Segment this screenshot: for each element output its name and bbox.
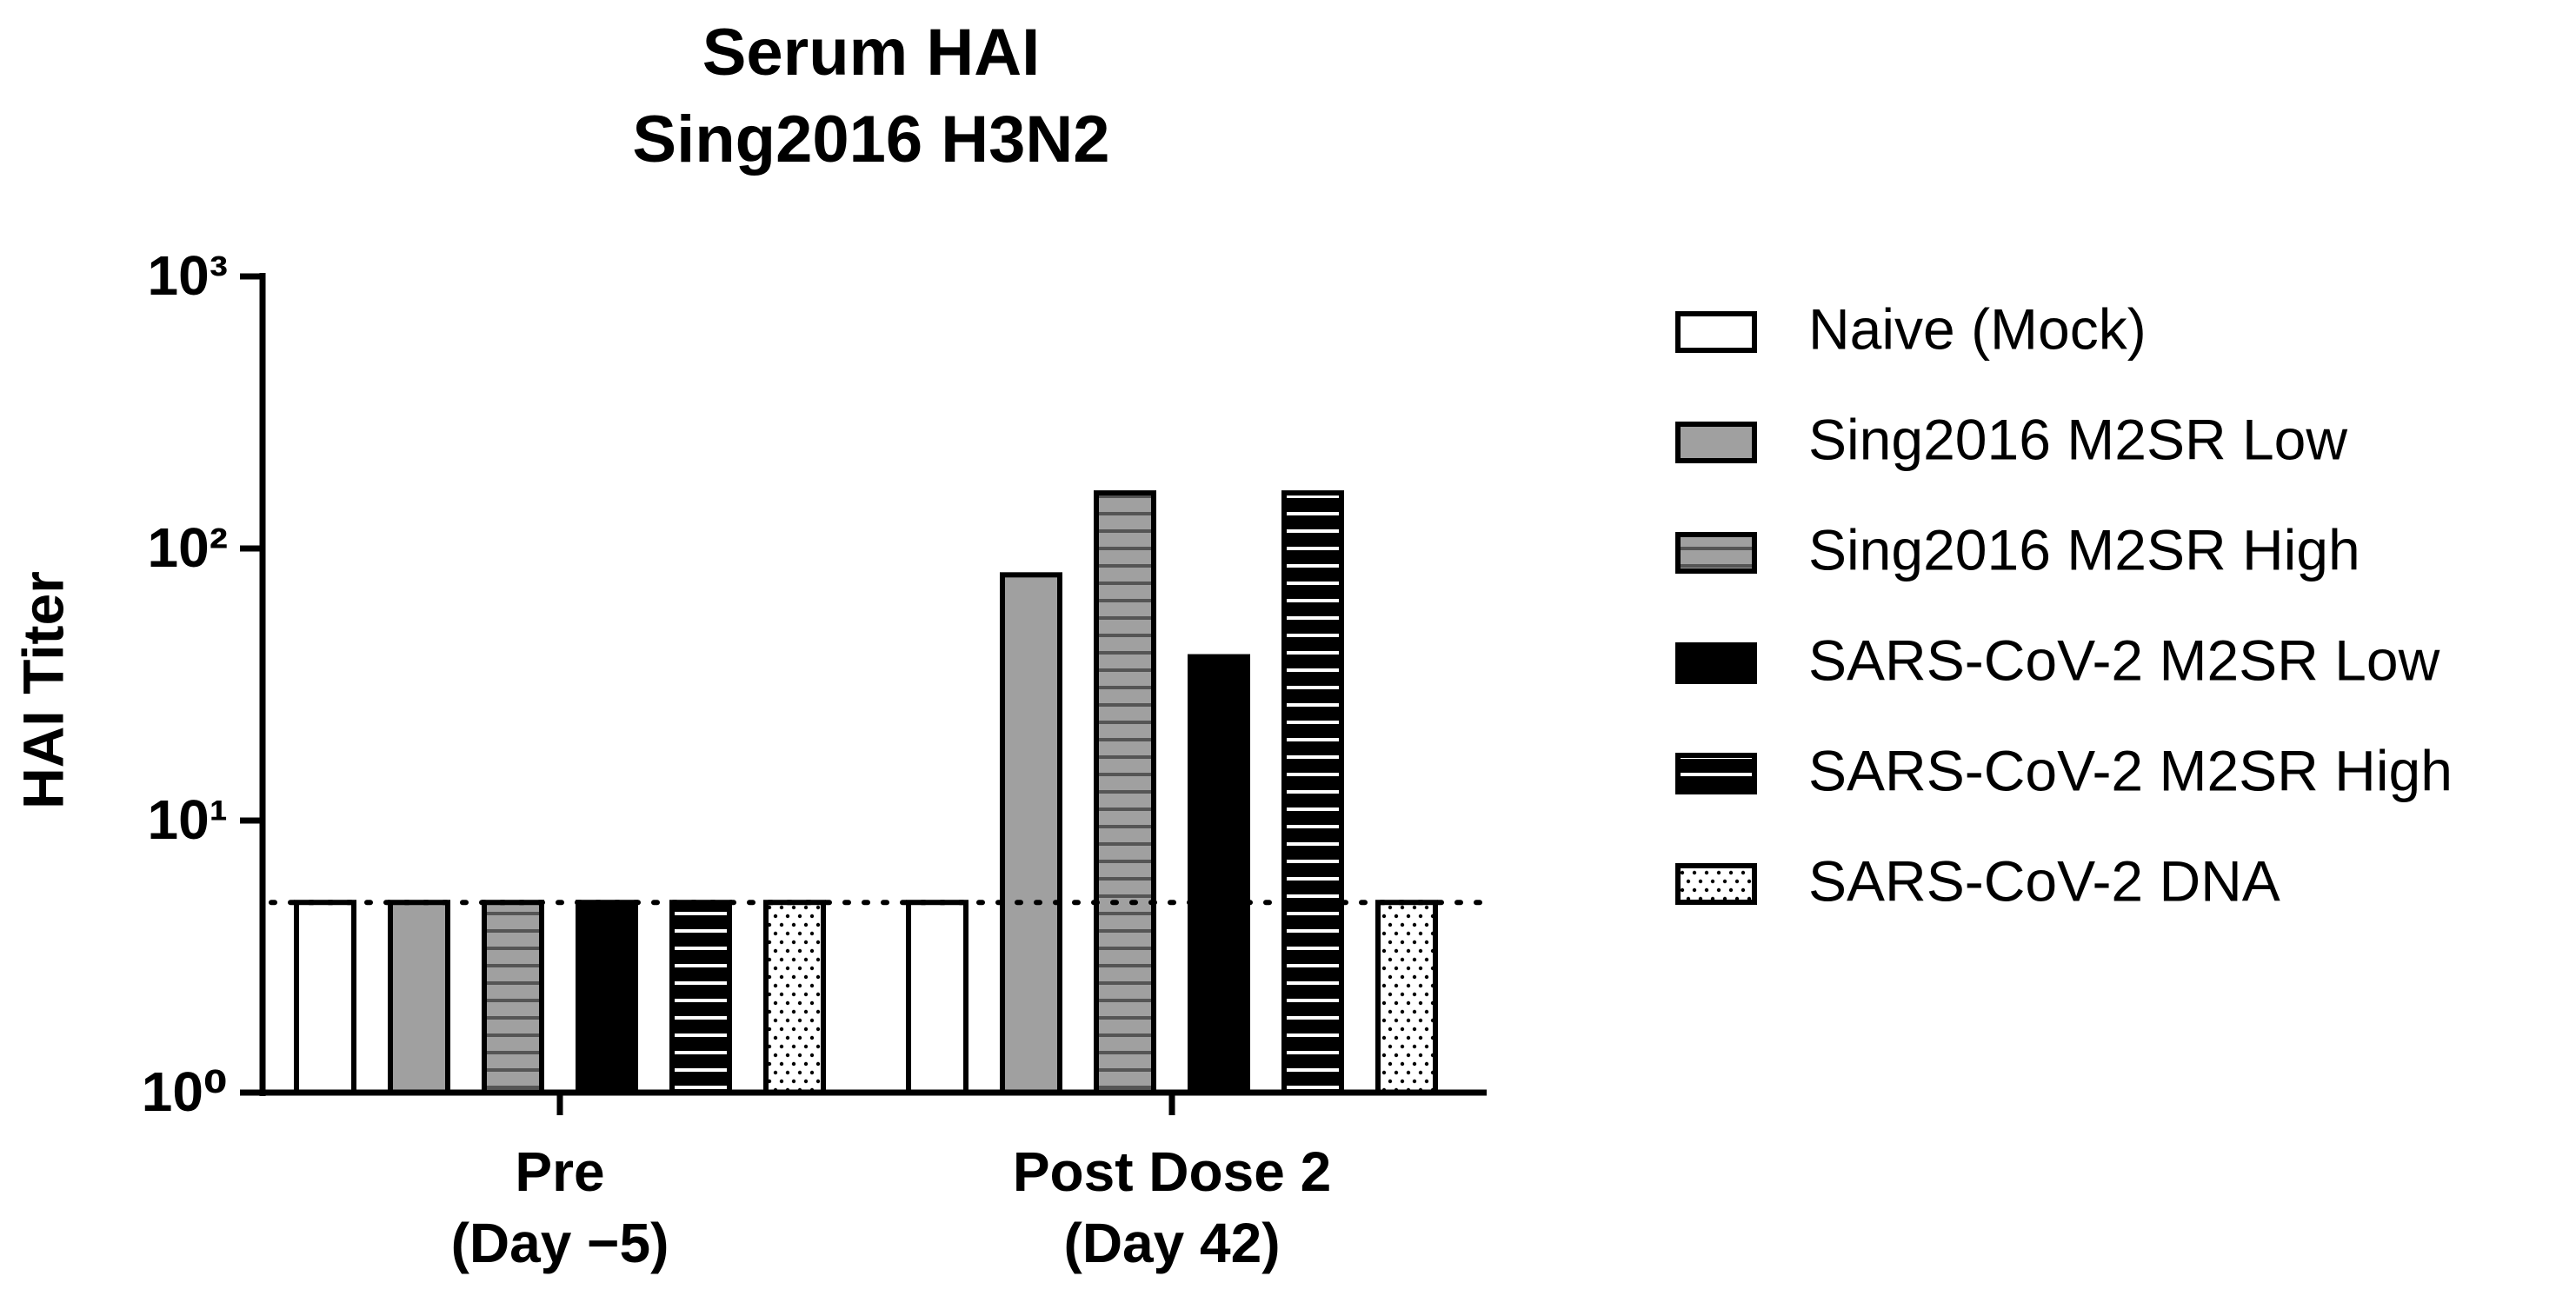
chart-title: Sing2016 H3N2 xyxy=(632,103,1109,176)
y-tick-label: 10³ xyxy=(148,244,229,307)
legend-swatch xyxy=(1675,532,1757,574)
legend-swatch xyxy=(1675,422,1757,463)
bar xyxy=(1281,490,1344,1095)
legend-label: SARS-CoV-2 DNA xyxy=(1808,848,2280,913)
bar xyxy=(294,900,356,1096)
bar xyxy=(669,900,732,1096)
legend-label: SARS-CoV-2 M2SR High xyxy=(1808,738,2453,802)
bar xyxy=(763,900,826,1096)
legend-label: Sing2016 M2SR High xyxy=(1808,517,2360,582)
bar xyxy=(1375,900,1438,1096)
legend-label: SARS-CoV-2 M2SR Low xyxy=(1808,628,2440,692)
bar xyxy=(906,900,968,1096)
y-tick-label: 10⁰ xyxy=(142,1060,228,1123)
chart-title: Serum HAI xyxy=(702,16,1041,90)
legend-swatch xyxy=(1675,311,1757,353)
bar xyxy=(576,900,638,1096)
bar xyxy=(1188,654,1250,1095)
y-tick-label: 10² xyxy=(148,516,229,579)
legend-swatch xyxy=(1675,753,1757,794)
bar xyxy=(482,900,544,1096)
bar xyxy=(1094,490,1156,1095)
y-axis-label: HAI Titer xyxy=(10,571,75,809)
y-tick-label: 10¹ xyxy=(148,788,229,851)
x-tick-label: Post Dose 2 xyxy=(1013,1140,1331,1203)
legend-label: Sing2016 M2SR Low xyxy=(1808,407,2347,471)
x-tick-label: (Day −5) xyxy=(451,1212,669,1274)
bar xyxy=(388,900,450,1096)
x-tick-label: (Day 42) xyxy=(1064,1212,1281,1274)
legend-swatch xyxy=(1675,863,1757,905)
bar xyxy=(1000,572,1062,1095)
x-tick-label: Pre xyxy=(515,1140,604,1203)
legend-label: Naive (Mock) xyxy=(1808,296,2147,361)
legend-swatch xyxy=(1675,642,1757,684)
